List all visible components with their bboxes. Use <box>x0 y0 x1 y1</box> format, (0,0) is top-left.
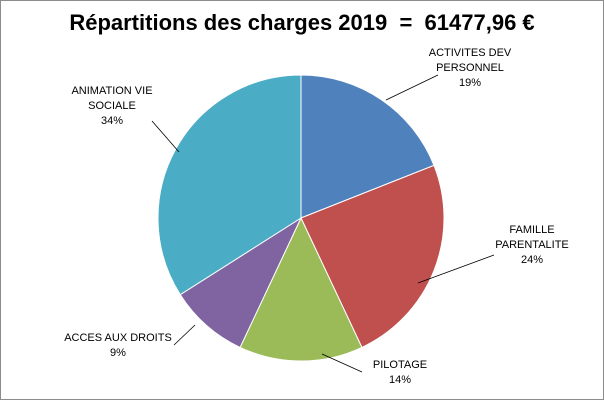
slice-label-2: PILOTAGE <box>373 359 427 371</box>
slice-label-0: PERSONNEL <box>436 62 504 74</box>
slice-label-1: PARENTALITE <box>495 239 569 251</box>
leader-line-4 <box>151 120 180 153</box>
pie-slice-1 <box>300 164 445 349</box>
leader-line-0 <box>385 74 439 101</box>
slice-label-0: ACTIVITES DEV <box>429 47 512 59</box>
leader-line-1 <box>417 254 495 284</box>
slice-percent-label-3: 9% <box>110 347 126 359</box>
slice-percent-label-1: 24% <box>521 254 543 266</box>
chart-title: Répartitions des charges 2019 = 61477,96… <box>69 10 535 35</box>
slice-label-1: FAMILLE <box>509 224 554 236</box>
pie-slice-0 <box>300 74 435 219</box>
slice-percent-label-2: 14% <box>389 374 411 386</box>
slice-percent-label-4: 34% <box>101 115 123 127</box>
pie-slice-3 <box>179 216 303 349</box>
slice-percent-label-0: 19% <box>459 77 481 89</box>
slice-label-3: ACCES AUX DROITS <box>64 332 172 344</box>
slice-label-4: SOCIALE <box>88 100 136 112</box>
slice-label-4: ANIMATION VIE <box>71 85 152 97</box>
leader-line-2 <box>321 353 363 373</box>
pie-slice-2 <box>239 216 363 362</box>
pie-slice-4 <box>157 74 302 296</box>
leader-line-3 <box>173 324 196 346</box>
